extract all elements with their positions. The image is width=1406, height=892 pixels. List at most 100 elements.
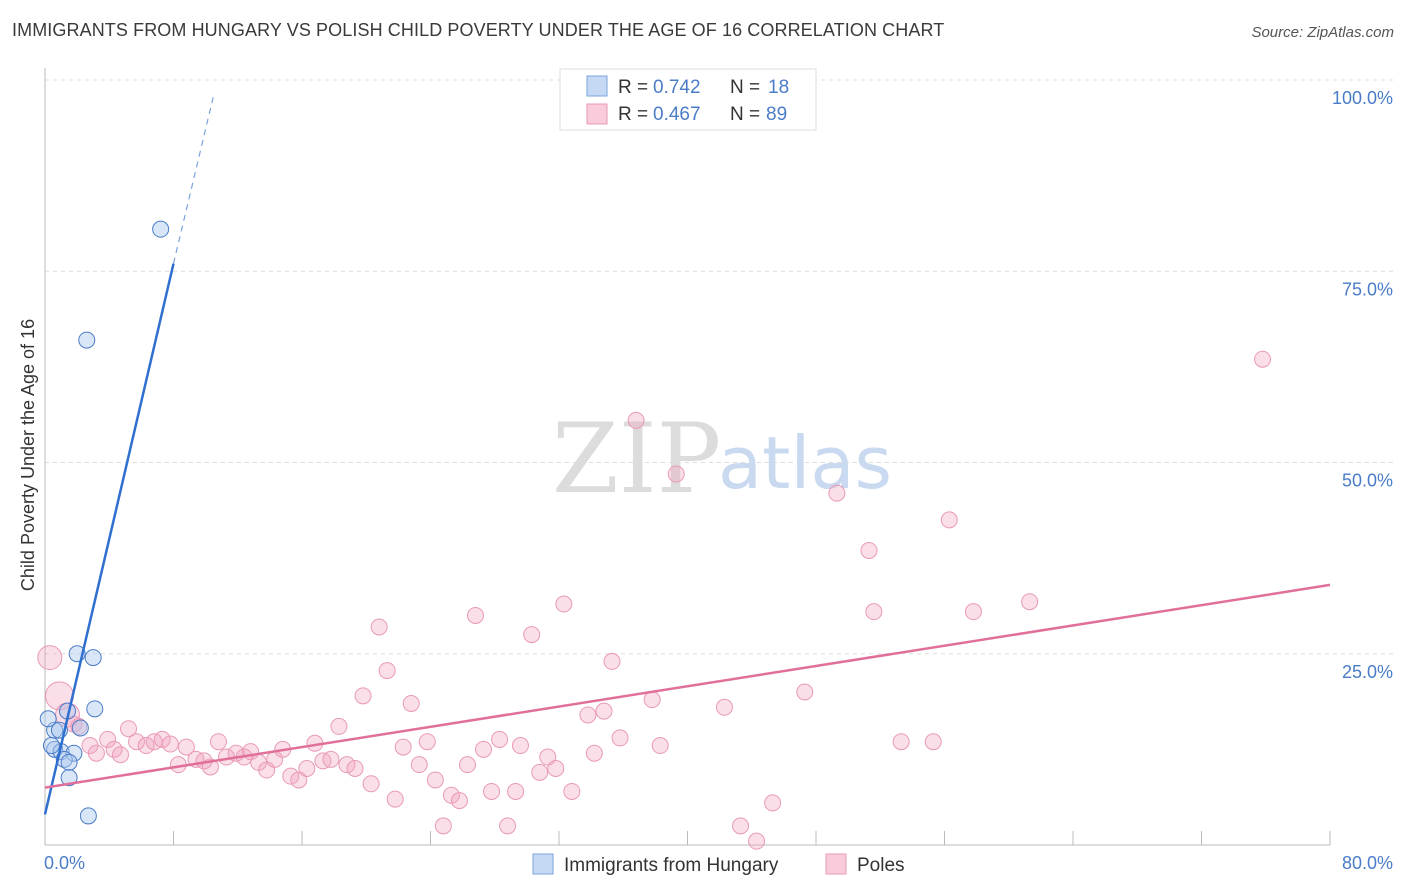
series-legend-label-hungary: Immigrants from Hungary [564,855,779,876]
hungary-point [39,710,57,728]
poles-point [434,817,452,835]
poles-point [483,782,501,800]
poles-point [386,790,404,808]
poles-point [940,511,958,529]
poles-point [418,733,436,751]
x-tick-label-0: 0.0% [44,853,85,873]
watermark-zip: ZIP [552,403,721,515]
poles-point [563,782,581,800]
poles-point [924,733,942,751]
legend-swatch-hungary [586,75,608,97]
poles-point [651,737,669,755]
hungary-trendline-extension [172,95,215,264]
poles-point [475,740,493,758]
poles-point [111,746,129,764]
y-tick-label-3: 25.0% [1342,662,1393,682]
poles-point [322,750,340,768]
poles-point [177,738,195,756]
poles-point [828,484,846,502]
poles-point [282,767,300,785]
hungary-point [84,649,102,667]
poles-point [298,760,316,777]
legend-r-value-poles: 0.467 [653,104,701,125]
poles-point [128,733,146,751]
chart-title: IMMIGRANTS FROM HUNGARY VS POLISH CHILD … [12,20,945,40]
poles-point [161,735,179,753]
poles-point [595,702,613,720]
poles-point [1021,593,1039,611]
poles-point [715,698,733,716]
y-tick-labels: 100.0% 75.0% 50.0% 25.0% [1332,88,1393,682]
y-tick-label-2: 50.0% [1342,471,1393,491]
legend-n-value-poles: 89 [766,104,787,125]
series-legend-swatch-poles [825,853,847,875]
poles-point [643,691,661,709]
poles-point [209,733,227,751]
poles-point [466,607,484,624]
hungary-point [78,331,96,349]
hungary-point [152,220,170,238]
poles-point [402,694,420,712]
poles-point [394,738,412,756]
hungary-point [86,700,104,718]
poles-point [611,729,629,747]
legend-r-value-hungary: 0.742 [653,77,701,98]
series-poles-points [37,350,1272,850]
series-legend-label-poles: Poles [857,855,905,876]
y-axis-label: Child Poverty Under the Age of 16 [18,319,38,591]
poles-point [378,662,396,680]
legend-n-label-poles: N = [730,104,760,125]
trendlines [43,95,1331,815]
watermark: ZIP atlas [552,403,892,515]
poles-point [410,756,428,774]
poles-point [892,733,910,751]
series-legend-swatch-hungary [532,853,554,875]
hungary-point [42,737,60,755]
poles-point [667,465,685,483]
y-tick-label-1: 75.0% [1342,279,1393,299]
poles-point [764,794,782,812]
chart-source: Source: ZipAtlas.com [1251,24,1394,41]
hungary-trendline [43,263,175,815]
poles-point [796,683,814,701]
poles-point [362,775,380,793]
poles-point [748,832,766,850]
poles-point [450,792,468,810]
poles-point [523,626,541,644]
watermark-atlas: atlas [718,421,892,505]
poles-point [87,744,105,762]
x-tick-labels: 0.0% 80.0% [44,853,1393,873]
poles-point [370,618,388,636]
legend-swatch-poles [586,103,608,125]
hungary-point [65,744,83,762]
legend-n-label-hungary: N = [730,77,760,98]
poles-point [531,763,549,781]
legend-r-label-hungary: R = [618,77,648,98]
poles-point [153,730,171,748]
hungary-point [55,750,73,768]
poles-point [99,730,117,748]
poles-point [354,687,372,705]
stats-legend: R = 0.742 N = 18 R = 0.467 N = 89 [559,68,817,131]
series-hungary-points [39,220,170,825]
poles-point [860,541,878,559]
poles-point [120,720,138,738]
poles-point [603,652,621,670]
hungary-point [60,769,78,787]
y-tick-label-0: 100.0% [1332,88,1393,108]
series-legend: Immigrants from Hungary Poles [532,853,905,876]
legend-n-value-hungary: 18 [768,77,789,98]
poles-point [585,744,603,762]
poles-point [732,817,750,835]
hungary-point [79,807,97,825]
poles-point [499,817,517,835]
poles-point [330,717,348,735]
poles-point [491,730,509,748]
poles-point [627,411,645,429]
poles-point [37,645,63,671]
poles-point [865,603,883,621]
poles-point [579,706,597,724]
poles-point [547,760,565,777]
axes [44,68,1331,846]
